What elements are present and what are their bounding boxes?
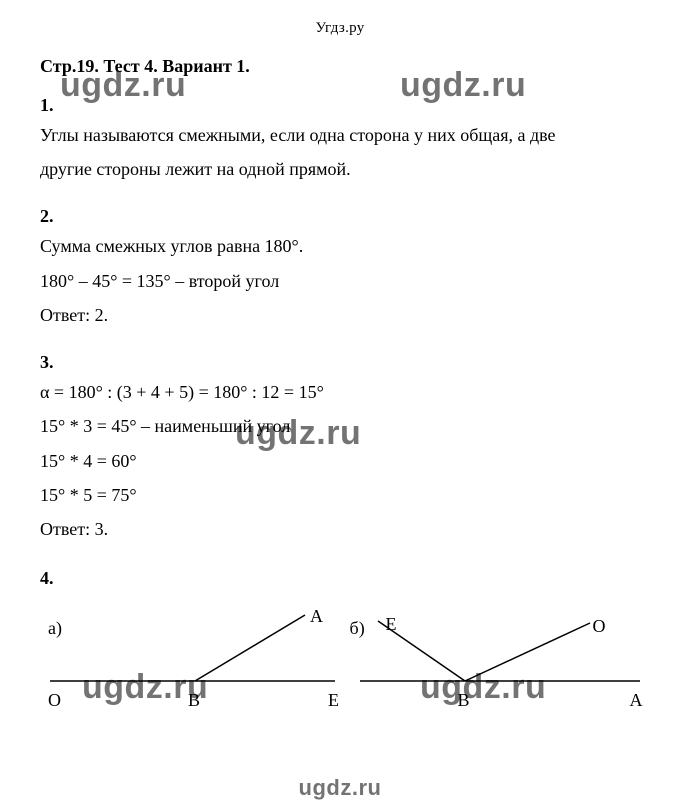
q4-number: 4. xyxy=(40,566,640,591)
q3-line4: 15° * 5 = 75° xyxy=(40,478,640,512)
diagA-label-E: E xyxy=(328,683,339,717)
q4-diagram-b: б) E B A O xyxy=(350,593,640,703)
q1-number: 1. xyxy=(40,93,640,118)
q2-number: 2. xyxy=(40,204,640,229)
q4-diagrams: а) O B E A б) E B A O xyxy=(40,593,640,703)
q3-answer: Ответ: 3. xyxy=(40,512,640,546)
document-page: Угдз.ру Стр.19. Тест 4. Вариант 1. 1. Уг… xyxy=(0,0,680,703)
diagA-label-O: O xyxy=(48,683,61,717)
diagA-label-B: B xyxy=(188,683,200,717)
q3-line1: α = 180° : (3 + 4 + 5) = 180° : 12 = 15° xyxy=(40,375,640,409)
q4-diagram-a: а) O B E A xyxy=(40,593,360,703)
q2-line1: Сумма смежных углов равна 180°. xyxy=(40,229,640,263)
diagA-label-A: A xyxy=(310,599,323,633)
q1-line2: другие стороны лежит на одной прямой. xyxy=(40,152,640,186)
section-title: Стр.19. Тест 4. Вариант 1. xyxy=(40,49,640,83)
q3-number: 3. xyxy=(40,350,640,375)
diagB-label-B: B xyxy=(458,683,470,717)
diagB-label-E: E xyxy=(386,607,397,641)
q2-answer: Ответ: 2. xyxy=(40,298,640,332)
q3-line2: 15° * 3 = 45° – наименьший угол xyxy=(40,409,640,443)
q2-line2: 180° – 45° = 135° – второй угол xyxy=(40,264,640,298)
q1-line1: Углы называются смежными, если одна стор… xyxy=(40,118,640,152)
footer-watermark: ugdz.ru xyxy=(0,775,680,801)
diagB-label-A: A xyxy=(630,683,643,717)
diagB-label-O: O xyxy=(593,609,606,643)
diagB-ray-O xyxy=(465,623,590,681)
diagA-ray xyxy=(195,615,305,681)
q3-line3: 15° * 4 = 60° xyxy=(40,444,640,478)
site-header: Угдз.ру xyxy=(40,14,640,43)
